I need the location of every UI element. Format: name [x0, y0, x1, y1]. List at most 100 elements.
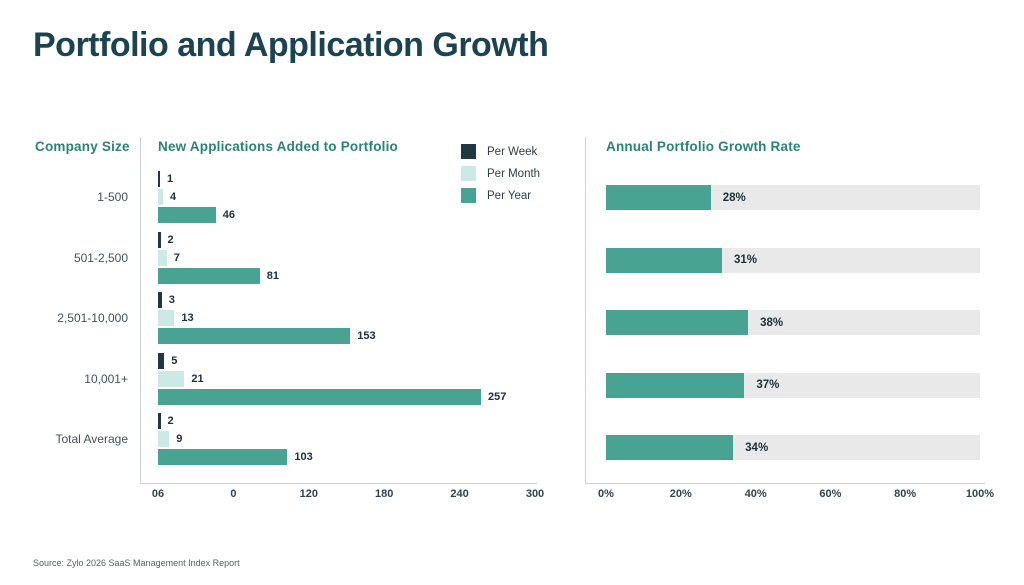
left-plot: 1 4 46 2 7 81 3 13 153 5 21 257 2 9 103: [158, 171, 535, 483]
bar-value-label: 257: [487, 390, 507, 403]
bar-value-label: 4: [170, 191, 177, 203]
bar: [158, 310, 175, 326]
bar-value-label: 81: [266, 269, 280, 282]
bar: [158, 449, 288, 465]
x-axis-tick-label: 100%: [965, 488, 995, 500]
growth-bar-row: 31%: [606, 247, 980, 273]
right-panel-divider-line: [585, 137, 586, 483]
left-panel-divider-line: [140, 137, 141, 483]
left-category-labels: 1-500 501-2,500 2,501-10,000 10,001+ Total A…: [20, 171, 129, 483]
source-note: Source: Zylo 2026 SaaS Management Index …: [33, 558, 240, 568]
growth-bar-row: 28%: [606, 185, 980, 210]
bar-fill: [606, 247, 722, 273]
bar-row: 13: [158, 310, 535, 326]
bar-row: 5: [158, 352, 535, 369]
bar-track: 34%: [606, 435, 980, 460]
right-x-axis-line: [585, 483, 985, 484]
growth-bar-row: 34%: [606, 435, 980, 460]
bar: [158, 267, 260, 284]
bar-fill: [606, 185, 711, 210]
percent-label: 31%: [733, 254, 757, 266]
legend-label: Per Week: [487, 145, 538, 158]
percent-label: 38%: [760, 316, 784, 329]
bar-group: 3 13 153: [158, 292, 535, 346]
growth-bar-row: 38%: [606, 310, 980, 335]
bar: [158, 171, 160, 187]
bar-track: 28%: [606, 185, 980, 210]
bar-row: 103: [158, 449, 535, 465]
legend-item: Per Week: [461, 144, 540, 159]
category-label: Total Average: [55, 432, 129, 446]
bar-track: 38%: [606, 310, 980, 335]
bar: [158, 413, 161, 429]
x-axis-tick-label: 0%: [598, 488, 614, 500]
right-x-axis-ticks: 0% 20% 40% 60% 80% 100%: [598, 488, 994, 502]
bar-group: 2 9 103: [158, 413, 535, 467]
bar-fill: [606, 310, 749, 335]
bar-value-label: 2: [167, 233, 174, 246]
bar-track: 31%: [606, 247, 980, 273]
x-axis-tick-label: 20%: [669, 488, 692, 500]
bar-row: 21: [158, 370, 535, 387]
percent-label: 28%: [722, 191, 746, 204]
x-axis-tick-label: 120: [299, 488, 318, 500]
bar: [158, 388, 481, 405]
category-label: 501-2,500: [73, 250, 128, 265]
bar-value-label: 103: [294, 451, 313, 463]
left-chart-title: New Applications Added to Portfolio: [158, 139, 398, 154]
growth-bar-row: 37%: [606, 372, 980, 398]
x-axis-tick-label: 60%: [819, 488, 842, 500]
bar-value-label: 7: [173, 251, 180, 264]
bar: [158, 352, 165, 369]
bar-fill: [606, 372, 745, 398]
bar-row: 153: [158, 328, 535, 344]
x-axis-tick-label: 0: [230, 488, 237, 500]
bar-row: 1: [158, 171, 535, 187]
bar-group: 2 7 81: [158, 231, 535, 286]
bar-value-label: 21: [191, 372, 204, 385]
legend-item: Per Month: [461, 166, 540, 181]
x-axis-tick-label: 300: [525, 488, 545, 500]
company-size-column-header: Company Size: [35, 139, 130, 154]
bar-row: 2: [158, 413, 535, 429]
bar: [158, 207, 216, 223]
legend-swatch: [461, 144, 476, 159]
bar-fill: [606, 435, 734, 460]
bar: [158, 231, 161, 248]
bar-value-label: 13: [181, 312, 194, 324]
bar: [158, 189, 164, 205]
percent-label: 37%: [756, 379, 780, 391]
bar-value-label: 46: [222, 209, 236, 221]
right-plot: 28% 31% 38% 37% 34%: [606, 185, 980, 470]
left-x-axis-ticks: 06 0 120 180 240 300: [152, 488, 544, 502]
legend-label: Per Month: [487, 167, 541, 180]
percent-label: 34%: [745, 441, 769, 454]
bar-row: 2: [158, 231, 535, 248]
bar: [158, 431, 170, 447]
legend-item: Per Year: [461, 188, 540, 203]
bar-row: 7: [158, 249, 535, 266]
bar-value-label: 153: [357, 330, 376, 342]
category-label: 2,501-10,000: [57, 311, 128, 325]
bar-value-label: 3: [168, 294, 175, 306]
bar-row: 4: [158, 189, 535, 205]
bar-row: 3: [158, 292, 535, 308]
x-axis-tick-label: 240: [450, 488, 469, 500]
bar: [158, 292, 162, 308]
x-axis-tick-label: 180: [375, 488, 394, 500]
bar-value-label: 1: [167, 173, 174, 185]
bar-group: 5 21 257: [158, 352, 535, 407]
category-label: 10,001+: [84, 371, 128, 386]
x-axis-tick-label: 06: [151, 488, 165, 500]
legend-swatch: [461, 188, 476, 203]
legend-swatch: [461, 166, 476, 181]
bar-row: 9: [158, 431, 535, 447]
bar-track: 37%: [606, 372, 980, 398]
page-title: Portfolio and Application Growth: [33, 26, 549, 64]
bar-row: 257: [158, 388, 535, 405]
bar: [158, 249, 167, 266]
bar-value-label: 2: [167, 415, 174, 427]
bar-row: 81: [158, 267, 535, 284]
bar: [158, 370, 185, 387]
bar-group: 1 4 46: [158, 171, 535, 225]
